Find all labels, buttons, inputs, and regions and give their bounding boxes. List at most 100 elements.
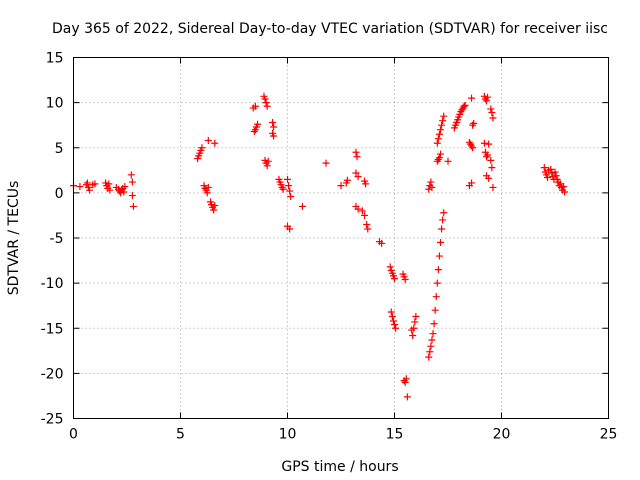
x-tick-label: 5 [176,427,185,443]
y-tick-label: 15 [46,51,64,67]
y-tick-label: -15 [41,321,64,337]
data-point [427,178,435,186]
data-point [285,182,293,190]
data-point [129,202,137,210]
data-point [286,225,294,233]
data-point [488,164,496,172]
data-point [254,120,262,128]
data-point [386,263,394,271]
data-point [388,313,396,321]
data-point [210,206,218,214]
data-point [435,252,443,260]
data-point [401,378,409,386]
data-point [438,121,446,129]
data-point [121,183,129,191]
plot-frame [73,57,609,419]
x-tick-label: 0 [69,427,78,443]
data-point [427,342,435,350]
data-point [438,225,446,233]
data-point [364,225,372,233]
data-point [83,179,91,187]
data-point [86,186,94,194]
data-point [270,123,278,131]
data-point [548,169,556,177]
data-point [391,321,398,329]
x-tick-label: 15 [386,427,404,443]
x-tick-label: 10 [279,427,297,443]
data-point [410,324,418,332]
data-point [483,97,491,105]
data-point [484,93,492,101]
axis-ticks: 0 5 10 15 20 25 -25 -20 -15 -10 -5 0 5 10 15 [41,51,618,443]
data-point [540,164,548,172]
y-tick-label: -25 [41,412,64,428]
y-tick-label: 5 [55,141,64,157]
data-point [412,313,420,321]
data-point [435,130,443,138]
data-point [402,375,410,383]
data-point [251,102,259,110]
data-point [279,185,287,193]
data-point [76,183,84,191]
data-point [439,117,447,125]
data-point [434,135,442,143]
data-point [428,336,436,344]
data-point [544,174,552,182]
x-axis-label: GPS time / hours [281,459,398,475]
data-point [437,150,445,158]
data-point [391,275,398,283]
data-point [203,189,211,197]
data-point [489,183,497,191]
data-point [392,324,400,332]
data-point [561,188,569,196]
data-points [70,92,569,401]
data-point [480,139,488,147]
data-point [354,173,362,181]
data-point [261,95,269,103]
y-tick-label: 0 [55,186,64,202]
data-point [434,266,442,274]
data-point [547,165,555,173]
data-point [485,174,493,182]
data-point [337,182,345,190]
data-point [432,293,440,301]
data-point [468,94,476,102]
y-tick-label: 10 [46,96,64,112]
data-point [354,205,362,213]
data-point [362,180,370,188]
grid-lines [73,57,609,419]
data-point [560,183,568,191]
data-point [484,151,492,159]
data-point [387,308,395,316]
data-point [262,99,270,107]
data-point [128,192,136,200]
data-point [439,216,447,224]
data-point [431,306,439,314]
x-tick-label: 25 [600,427,618,443]
data-point [425,353,433,361]
data-point [487,105,495,113]
data-point [429,330,437,338]
chart-title: Day 365 of 2022, Sidereal Day-to-day VTE… [52,21,608,37]
data-point [343,176,351,184]
data-point [435,154,443,162]
data-point [433,139,441,147]
data-point [469,144,477,152]
data-point [470,119,478,127]
data-point [428,183,436,191]
data-point [284,175,291,183]
data-point [211,202,219,210]
data-point [468,179,476,187]
data-point [106,186,114,194]
data-point [430,320,438,328]
data-point [489,114,497,122]
data-point [440,112,448,120]
data-point [105,180,113,188]
data-point [425,185,433,193]
data-point [91,180,99,188]
data-point [286,187,294,195]
data-point [444,157,452,165]
data-point [401,276,409,284]
data-point [426,348,434,356]
